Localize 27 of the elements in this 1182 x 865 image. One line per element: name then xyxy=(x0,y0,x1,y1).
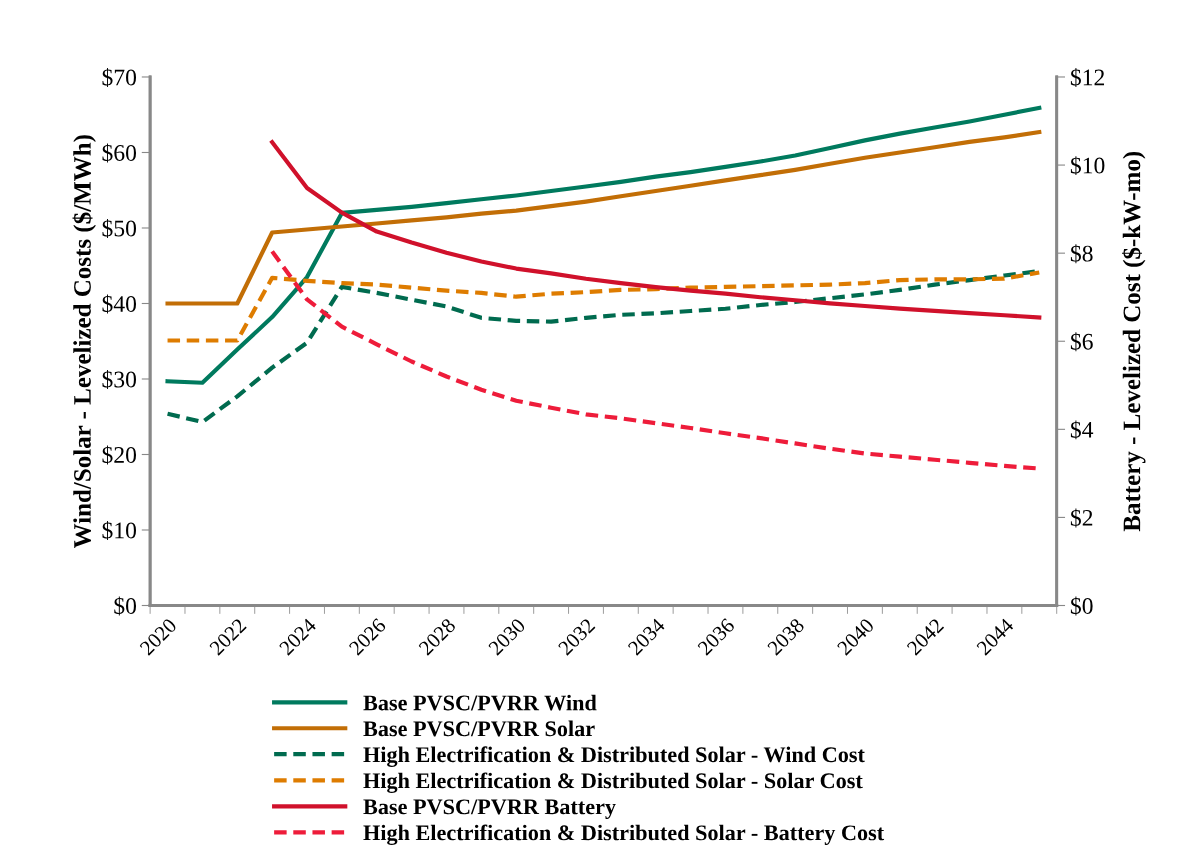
y-tick-label: $60 xyxy=(102,143,137,163)
y2-tick-label: $8 xyxy=(1070,244,1093,264)
y-axis-title: Wind/Solar - Levelized Costs ($/MWh) xyxy=(72,135,96,549)
legend-label: High Electrification & Distributed Solar - Battery Cost xyxy=(363,824,885,845)
y-tick-label: $30 xyxy=(102,370,137,389)
legend-label: High Electrification & Distributed Solar - Solar Cost xyxy=(363,772,863,793)
y2-tick-label: $6 xyxy=(1070,332,1093,352)
legend-label: High Electrification & Distributed Solar - Wind Cost xyxy=(363,746,865,767)
legend-label: Base PVSC/PVRR Solar xyxy=(363,720,595,737)
y2-tick-label: $10 xyxy=(1070,156,1105,176)
y-tick-label: $70 xyxy=(102,68,137,87)
y2-axis-title: Battery - Levelized Cost ($-kW-mo) xyxy=(1121,151,1146,532)
y-tick-label: $50 xyxy=(102,219,137,238)
line-series xyxy=(165,270,1042,343)
line-series xyxy=(165,130,1042,306)
line-series xyxy=(165,105,1042,385)
line-series xyxy=(270,140,1042,320)
y-tick-label: $10 xyxy=(102,521,137,540)
y-tick-label: $40 xyxy=(102,294,137,314)
y2-tick-label: $12 xyxy=(1070,68,1105,87)
y2-tick-label: $4 xyxy=(1070,420,1094,440)
y2-tick-label: $0 xyxy=(1070,596,1093,616)
y-tick-label: $0 xyxy=(114,596,137,616)
y-tick-label: $20 xyxy=(102,445,137,465)
legend-label: Base PVSC/PVRR Battery xyxy=(363,799,616,819)
y2-tick-label: $2 xyxy=(1070,508,1093,528)
legend-label: Base PVSC/PVRR Wind xyxy=(363,694,597,711)
